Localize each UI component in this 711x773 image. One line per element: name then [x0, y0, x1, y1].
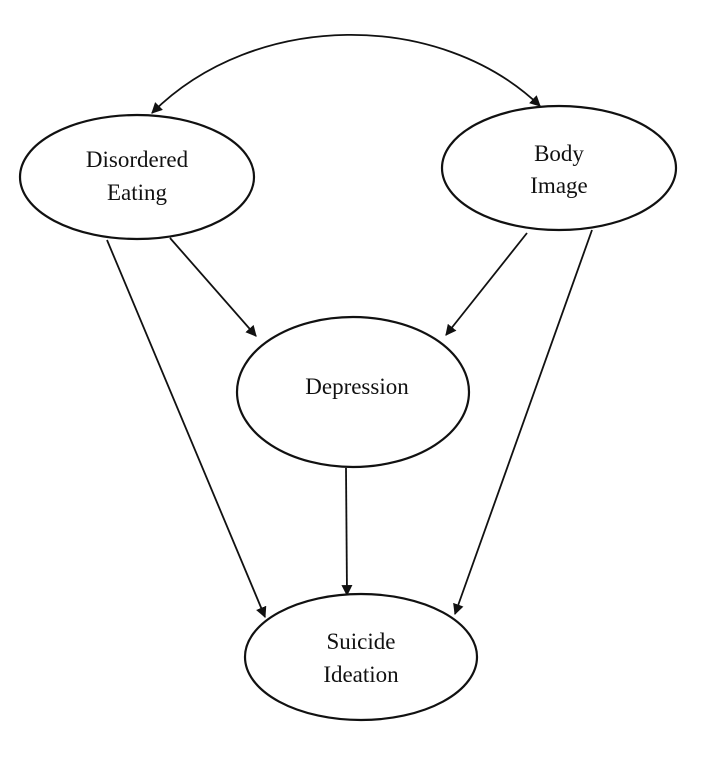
edge-disordered-eating-body-image	[151, 33, 541, 114]
node-depression-label: Depression	[305, 374, 409, 399]
node-disordered-eating-label-line1: Disordered	[86, 147, 189, 172]
node-disordered-eating-label-line2: Eating	[107, 180, 168, 205]
node-suicide-ideation-label-line1: Suicide	[327, 629, 396, 654]
edge-depression-to-suicide-ideation	[341, 467, 353, 597]
node-depression: Depression	[235, 315, 471, 469]
node-suicide-ideation-ellipse	[243, 592, 479, 722]
node-disordered-eating-ellipse	[18, 113, 256, 241]
node-body-image-ellipse	[440, 104, 678, 232]
node-suicide-ideation-label-line2: Ideation	[323, 662, 399, 687]
node-body-image: Body Image	[440, 104, 678, 232]
edge-disordered-eating-to-suicide-ideation	[106, 239, 267, 619]
edge-disordered-eating-to-depression	[169, 237, 257, 337]
node-disordered-eating: Disordered Eating	[18, 113, 256, 241]
node-body-image-label-line2: Image	[530, 173, 587, 198]
node-depression-ellipse	[235, 315, 471, 469]
edge-body-image-to-depression	[445, 232, 528, 336]
edge-body-image-to-suicide-ideation	[453, 229, 593, 616]
node-suicide-ideation: Suicide Ideation	[243, 592, 479, 722]
node-body-image-label-line1: Body	[534, 141, 584, 166]
